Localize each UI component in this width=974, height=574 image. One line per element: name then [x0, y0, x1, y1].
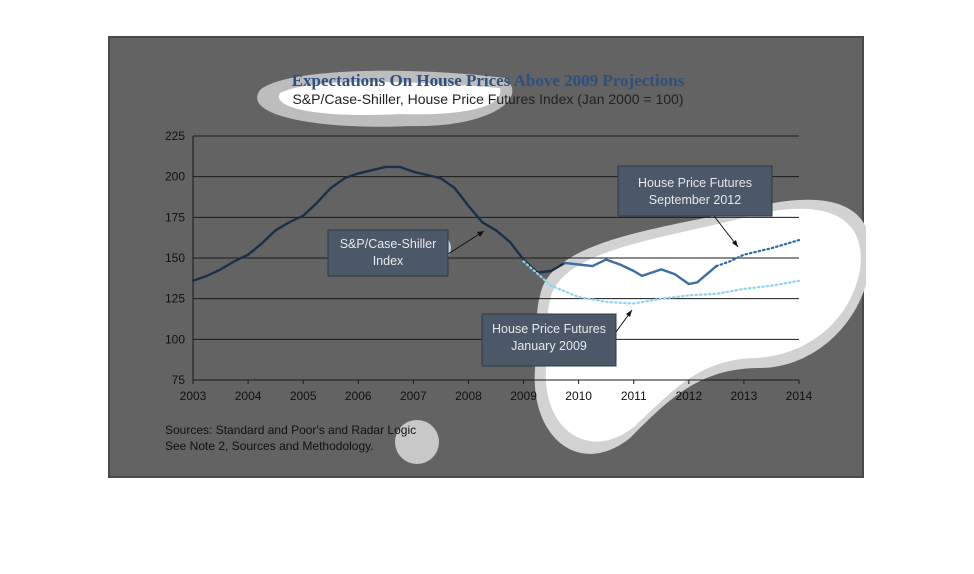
x-tick-label: 2010 — [565, 389, 592, 403]
annotation-jan2009-arrowhead — [626, 310, 632, 317]
annotation-sep2012-line1: House Price Futures — [638, 176, 752, 190]
x-tick-label: 2014 — [786, 389, 813, 403]
annotation-index-line2: Index — [373, 254, 404, 268]
highlight-blob-title-inner — [278, 81, 501, 116]
annotation-sep2012: House Price Futures September 2012 — [617, 165, 773, 248]
highlight-blob-small — [395, 420, 439, 464]
chart-subtitle: S&P/Case-Shiller, House Price Futures In… — [292, 91, 683, 107]
annotation-jan2009-line1: House Price Futures — [492, 322, 606, 336]
y-tick-label: 100 — [165, 332, 185, 346]
sources-note: Sources: Standard and Poor's and Radar L… — [165, 423, 416, 437]
series-lines — [191, 165, 801, 305]
y-tick-label: 125 — [165, 292, 185, 306]
y-tick-label: 225 — [165, 129, 185, 143]
series-line-2 — [715, 239, 801, 268]
annotation-index-arrow — [447, 230, 485, 255]
x-tick-label: 2004 — [235, 389, 262, 403]
series-line-0 — [191, 165, 567, 282]
x-tick-labels: 2003 2004 2005 2006 2007 2008 2009 2010 2011 2012… — [180, 389, 813, 403]
gridlines — [192, 135, 800, 384]
series-line-1 — [563, 258, 718, 286]
annotation-index: S&P/Case-Shiller Index — [327, 229, 485, 277]
annotation-jan2009-box — [481, 313, 617, 367]
methodology-note: See Note 2, Sources and Methodology. — [165, 439, 374, 453]
y-tick-label: 200 — [165, 170, 185, 184]
x-tick-label: 2006 — [345, 389, 372, 403]
x-tick-label: 2008 — [455, 389, 482, 403]
x-tick-label: 2007 — [400, 389, 427, 403]
x-tick-label: 2005 — [290, 389, 317, 403]
annotation-sep2012-box — [617, 165, 773, 217]
annotation-jan2009-line2: January 2009 — [511, 339, 587, 353]
y-tick-label: 75 — [172, 373, 186, 387]
annotation-index-arrowhead — [477, 231, 484, 237]
y-tick-label: 175 — [165, 210, 185, 224]
annotation-index-box — [327, 229, 449, 277]
annotation-index-line1: S&P/Case-Shiller — [340, 237, 437, 251]
chart-frame: Expectations On House Prices Above 2009 … — [108, 36, 866, 478]
x-tick-label: 2003 — [180, 389, 207, 403]
y-tick-labels: 75 100 125 150 175 200 225 — [165, 129, 185, 387]
chart-title: Expectations On House Prices Above 2009 … — [292, 71, 685, 90]
chart-svg: Expectations On House Prices Above 2009 … — [165, 70, 866, 464]
x-tick-label: 2013 — [731, 389, 758, 403]
x-tick-label: 2011 — [621, 389, 647, 403]
series-line-3 — [522, 260, 801, 305]
x-tick-label: 2012 — [675, 389, 702, 403]
x-tick-label: 2009 — [510, 389, 537, 403]
annotation-jan2009: House Price Futures January 2009 — [481, 309, 633, 367]
y-tick-label: 150 — [165, 251, 185, 265]
annotation-sep2012-arrowhead — [732, 240, 738, 247]
annotation-sep2012-line2: September 2012 — [649, 193, 741, 207]
